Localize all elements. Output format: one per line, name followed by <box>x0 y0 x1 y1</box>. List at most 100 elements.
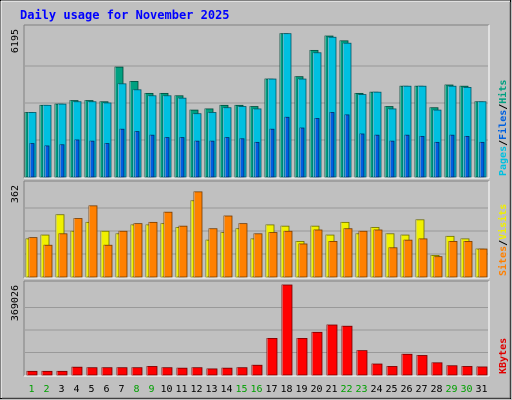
chart-panels: 6195Pages/Files/Hits362Sites/Visits36902… <box>10 24 509 377</box>
bar-files-day-30 <box>464 135 470 178</box>
bar-files-day-9 <box>149 134 155 178</box>
bar-body <box>344 114 350 178</box>
bar-kbytes-day-17 <box>266 338 278 376</box>
bar-body <box>104 143 110 178</box>
bar-sites-day-11 <box>178 225 188 278</box>
bar-sites-day-28 <box>433 256 443 278</box>
bar-kbytes-day-15 <box>236 367 248 376</box>
x-label-day-6: 6 <box>103 384 109 395</box>
bar-body <box>133 223 143 278</box>
bar-body <box>238 223 248 278</box>
x-label-day-23: 23 <box>355 384 367 395</box>
bar-files-day-18 <box>284 116 290 178</box>
bar-files-day-7 <box>119 128 125 178</box>
bar-body <box>103 244 113 278</box>
bar-kbytes-day-20 <box>311 331 323 376</box>
bar-body <box>131 367 143 376</box>
bar-files-day-4 <box>74 139 80 178</box>
bar-kbytes-day-10 <box>161 367 173 376</box>
bar-kbytes-day-26 <box>401 353 413 376</box>
bar-sites-day-31 <box>478 248 488 278</box>
bar-body <box>341 325 353 376</box>
bar-files-day-19 <box>299 127 305 178</box>
bar-body <box>434 141 440 178</box>
bar-body <box>193 191 203 278</box>
bar-sites-day-9 <box>148 221 158 278</box>
panel-kbytes: 369026 KBytes <box>10 280 509 377</box>
legend-hits-files-pages: Pages/Files/Hits <box>497 80 509 176</box>
bar-files-day-3 <box>59 144 65 178</box>
bar-sites-day-6 <box>103 244 113 278</box>
bar-kbytes-day-27 <box>416 355 428 376</box>
bar-body <box>329 112 335 178</box>
bar-files-day-2 <box>44 145 50 178</box>
x-label-day-19: 19 <box>295 384 307 395</box>
x-label-day-16: 16 <box>250 384 262 395</box>
bar-files-day-14 <box>224 137 230 178</box>
bar-body <box>268 232 278 278</box>
bar-files-day-29 <box>449 134 455 178</box>
bar-body <box>373 229 383 278</box>
bar-body <box>74 139 80 178</box>
bar-body <box>269 128 275 178</box>
bar-files-day-23 <box>359 133 365 178</box>
bar-sites-day-21 <box>328 241 338 278</box>
bar-body <box>86 367 98 376</box>
legend-visits-sites: Sites/Visits <box>497 204 509 276</box>
bar-body <box>119 128 125 178</box>
x-label-day-4: 4 <box>73 384 79 395</box>
bar-body <box>191 367 203 376</box>
bar-body <box>239 138 245 178</box>
bar-kbytes-day-13 <box>206 368 218 376</box>
bar-body <box>146 366 158 376</box>
x-label-day-20: 20 <box>310 384 322 395</box>
bar-body <box>44 145 50 178</box>
bar-body <box>328 241 338 278</box>
bar-sites-day-13 <box>208 228 218 278</box>
legend-entry: Visits <box>497 204 509 240</box>
bar-body <box>209 140 215 178</box>
bar-body <box>251 364 263 376</box>
bar-kbytes-day-22 <box>341 325 353 376</box>
bar-sites-day-29 <box>448 241 458 278</box>
bar-sites-day-27 <box>418 238 428 278</box>
bar-kbytes-day-3 <box>56 370 68 376</box>
bar-kbytes-day-7 <box>116 367 128 376</box>
x-label-day-30: 30 <box>460 384 472 395</box>
bar-files-day-31 <box>479 141 485 178</box>
legend-entry: Pages <box>498 146 509 176</box>
bar-body <box>221 367 233 376</box>
bar-kbytes-day-12 <box>191 367 203 376</box>
bar-body <box>419 135 425 178</box>
bar-files-day-22 <box>344 114 350 178</box>
bar-body <box>89 140 95 178</box>
bar-body <box>281 284 293 376</box>
bar-body <box>164 137 170 178</box>
legend-kbytes: KBytes <box>498 338 509 374</box>
bar-kbytes-day-30 <box>461 366 473 376</box>
bar-body <box>206 368 218 376</box>
x-label-day-14: 14 <box>220 384 232 395</box>
bar-kbytes-day-9 <box>146 366 158 376</box>
bar-body <box>161 367 173 376</box>
bar-sites-day-24 <box>373 229 383 278</box>
bar-sites-day-12 <box>193 191 203 278</box>
bar-sites-day-5 <box>88 205 98 278</box>
bar-body <box>176 367 188 376</box>
bar-body <box>178 225 188 278</box>
bar-body <box>208 228 218 278</box>
bar-files-day-6 <box>104 143 110 178</box>
max-value-label: 369026 <box>10 285 21 321</box>
bar-body <box>299 127 305 178</box>
bar-body <box>403 239 413 278</box>
chart-title: Daily usage for November 2025 <box>20 8 230 22</box>
x-label-day-12: 12 <box>190 384 202 395</box>
bar-body <box>254 141 260 178</box>
bar-files-day-24 <box>374 134 380 178</box>
bar-body <box>194 140 200 178</box>
bar-body <box>401 353 413 376</box>
bar-body <box>236 367 248 376</box>
bar-body <box>43 244 53 278</box>
x-label-day-3: 3 <box>58 384 64 395</box>
